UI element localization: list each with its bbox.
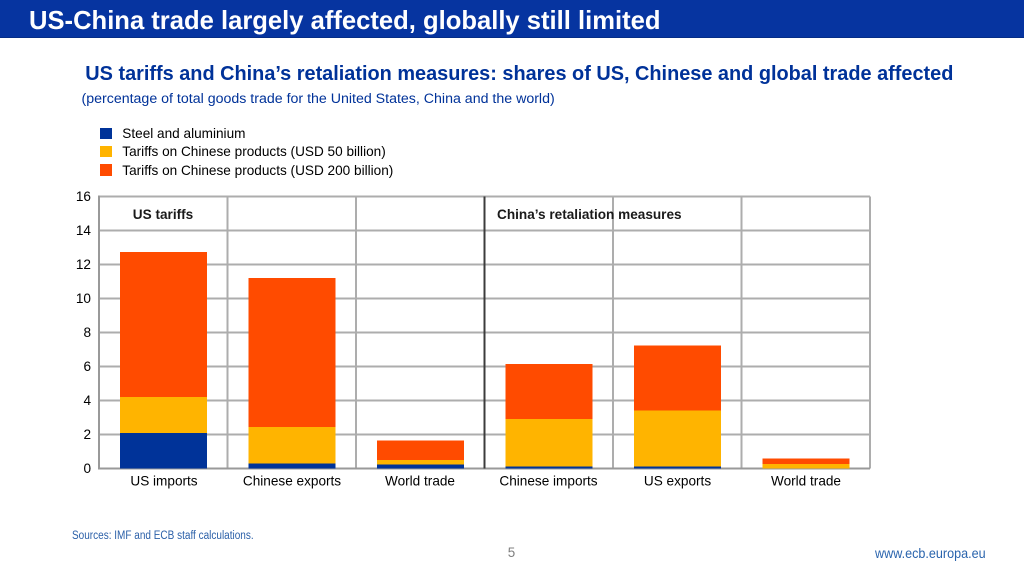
- svg-text:World trade: World trade: [771, 474, 841, 489]
- svg-text:Chinese exports: Chinese exports: [243, 474, 341, 489]
- svg-text:4: 4: [83, 393, 91, 408]
- svg-text:12: 12: [76, 257, 91, 272]
- svg-text:Chinese imports: Chinese imports: [499, 474, 597, 489]
- svg-text:US imports: US imports: [130, 474, 197, 489]
- svg-text:14: 14: [76, 223, 92, 238]
- svg-text:10: 10: [76, 291, 92, 306]
- svg-text:16: 16: [76, 189, 91, 204]
- svg-text:China’s retaliation measures: China’s retaliation measures: [497, 207, 682, 222]
- svg-text:8: 8: [83, 325, 91, 340]
- svg-text:US exports: US exports: [644, 474, 711, 489]
- svg-text:US tariffs: US tariffs: [133, 207, 193, 222]
- svg-text:6: 6: [83, 359, 91, 374]
- svg-text:0: 0: [83, 461, 91, 476]
- svg-text:2: 2: [83, 427, 91, 442]
- svg-text:World trade: World trade: [385, 474, 455, 489]
